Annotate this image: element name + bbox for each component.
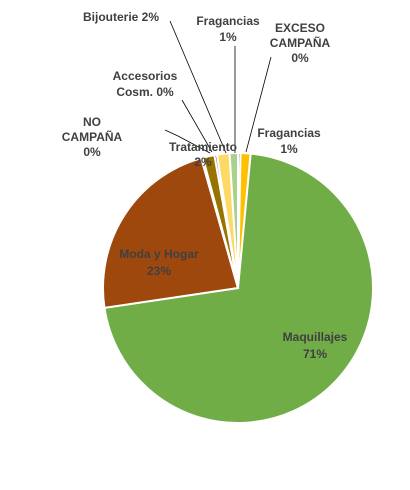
pie-slice-fragancias-8: [228, 151, 239, 289]
slice-label-fragancias-8: Fragancias 1%: [196, 14, 260, 44]
slice-label-fragancias-1: Fragancias 1%: [257, 126, 321, 156]
slice-label-no-campana-4: NO CAMPAÑA 0%: [62, 115, 123, 159]
leader-line-6: [181, 99, 213, 153]
leader-line-4: [164, 129, 211, 154]
slice-label-maquillajes-2: Maquillajes 71%: [283, 330, 348, 361]
leader-line-7: [169, 20, 227, 154]
slice-labels: EXCESO CAMPAÑA 0% Fragancias 1% Maquillajes 71…: [62, 10, 348, 361]
slice-label-accesorios-cosm-6: Accesorios Cosm. 0%: [113, 69, 178, 99]
leader-line-0: [245, 56, 272, 153]
pie-slices: [102, 151, 374, 425]
pie-slice-moda-y-hogar-3: [102, 156, 240, 309]
leader-lines: [164, 20, 272, 154]
slice-label-exceso-campana-0: EXCESO CAMPAÑA 0%: [270, 21, 331, 65]
slice-label-tratamiento-5: Tratamiento 2%: [169, 140, 237, 169]
slice-label-bijouterie-7: Bijouterie 2%: [83, 10, 159, 24]
slice-label-moda-y-hogar-3: Moda y Hogar 23%: [119, 247, 199, 278]
